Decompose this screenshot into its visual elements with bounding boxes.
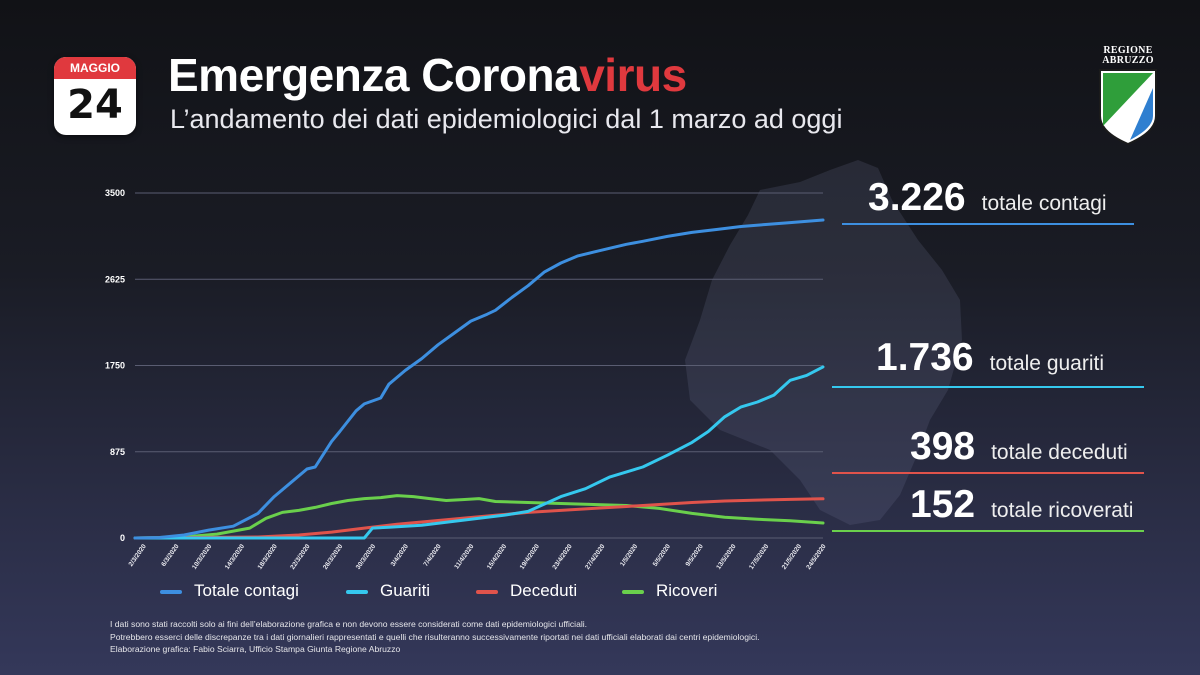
x-tick-label: 11/4/2020 xyxy=(453,543,475,571)
stat-deceduti-underline xyxy=(832,472,1144,474)
stat-guariti: 1.736 totale guariti xyxy=(876,336,1104,380)
x-tick-label: 24/5/2020 xyxy=(805,543,828,571)
legend-label-guariti: Guariti xyxy=(380,581,431,600)
y-tick-label: 2625 xyxy=(105,274,125,284)
x-tick-label: 3/4/2020 xyxy=(390,543,410,568)
legend-item-guariti: Guariti xyxy=(346,581,430,601)
stat-ricoverati-value: 152 xyxy=(910,483,976,526)
legend-item-contagi: Totale contagi xyxy=(160,581,299,601)
legend-swatch-guariti xyxy=(346,589,368,594)
title-main: Emergenza Corona xyxy=(168,49,580,101)
stat-ricoverati: 152 totale ricoverati xyxy=(910,483,1133,527)
title-accent: virus xyxy=(579,49,687,101)
legend-item-deceduti: Deceduti xyxy=(476,581,577,601)
x-tick-label: 2/3/2020 xyxy=(128,543,148,568)
x-tick-label: 7/4/2020 xyxy=(422,543,442,568)
stat-ricoverati-label: totale ricoverati xyxy=(991,499,1134,522)
stat-ricoverati-underline xyxy=(832,530,1144,532)
footer-line-2: Potrebbero esserci delle discrepanze tra… xyxy=(110,631,760,642)
legend-label-deceduti: Deceduti xyxy=(510,581,578,600)
stat-guariti-value: 1.736 xyxy=(876,336,974,379)
x-tick-label: 14/3/2020 xyxy=(224,543,247,571)
calendar-icon: MAGGIO 24 xyxy=(54,57,136,135)
logo-text-line1: REGIONE xyxy=(1103,45,1153,56)
x-tick-label: 13/5/2020 xyxy=(715,543,738,571)
x-tick-label: 22/3/2020 xyxy=(289,543,312,571)
stat-contagi-label: totale contagi xyxy=(981,192,1107,215)
x-tick-label: 15/4/2020 xyxy=(486,543,509,571)
stat-contagi-value: 3.226 xyxy=(868,176,966,219)
x-tick-label: 1/5/2020 xyxy=(619,543,639,568)
x-tick-label: 10/3/2020 xyxy=(191,543,214,571)
shield-icon xyxy=(1099,69,1157,146)
footer-disclaimer: I dati sono stati raccolti solo ai fini … xyxy=(110,618,760,656)
legend-swatch-contagi xyxy=(160,589,182,594)
y-tick-label: 3500 xyxy=(105,188,125,198)
x-tick-label: 18/3/2020 xyxy=(257,543,280,571)
stat-deceduti-label: totale deceduti xyxy=(991,441,1128,464)
stat-contagi: 3.226 totale contagi xyxy=(868,176,1107,220)
stat-deceduti-value: 398 xyxy=(910,425,976,468)
x-tick-label: 30/3/2020 xyxy=(355,543,378,571)
legend-label-ricoveri: Ricoveri xyxy=(656,581,718,600)
x-tick-label: 27/4/2020 xyxy=(584,543,607,571)
y-tick-label: 875 xyxy=(110,447,125,457)
region-logo: REGIONE ABRUZZO xyxy=(1092,46,1164,150)
x-tick-label: 6/3/2020 xyxy=(160,543,180,568)
page-title: Emergenza Coronavirus xyxy=(168,48,687,102)
page-subtitle: L’andamento dei dati epidemiologici dal … xyxy=(170,104,843,134)
footer-line-1: I dati sono stati raccolti solo ai fini … xyxy=(110,619,588,629)
legend-swatch-ricoveri xyxy=(622,589,644,594)
calendar-day: 24 xyxy=(67,82,123,128)
x-tick-label: 19/4/2020 xyxy=(519,543,542,571)
series-line-guariti xyxy=(133,365,825,540)
legend-swatch-deceduti xyxy=(476,589,498,594)
series-line-ricoveri xyxy=(133,494,825,540)
stat-contagi-underline xyxy=(842,223,1134,225)
x-tick-label: 17/5/2020 xyxy=(748,543,771,571)
x-tick-label: 5/5/2020 xyxy=(652,543,672,568)
legend-label-contagi: Totale contagi xyxy=(194,581,299,600)
stat-deceduti: 398 totale deceduti xyxy=(910,425,1128,469)
stat-guariti-underline xyxy=(832,386,1144,388)
logo-text-line2: ABRUZZO xyxy=(1102,55,1154,66)
footer-line-3: Elaborazione grafica: Fabio Sciarra, Uff… xyxy=(110,644,401,654)
y-tick-label: 1750 xyxy=(105,361,125,371)
x-tick-label: 26/3/2020 xyxy=(322,543,345,571)
legend-item-ricoveri: Ricoveri xyxy=(622,581,717,601)
x-tick-label: 23/4/2020 xyxy=(551,543,574,571)
x-tick-label: 21/5/2020 xyxy=(781,543,804,571)
region-map-silhouette xyxy=(685,160,962,525)
y-tick-label: 0 xyxy=(120,533,125,543)
calendar-month: MAGGIO xyxy=(54,57,136,79)
stat-guariti-label: totale guariti xyxy=(989,352,1105,375)
series-line-contagi xyxy=(133,218,825,540)
x-tick-label: 9/5/2020 xyxy=(685,543,705,568)
